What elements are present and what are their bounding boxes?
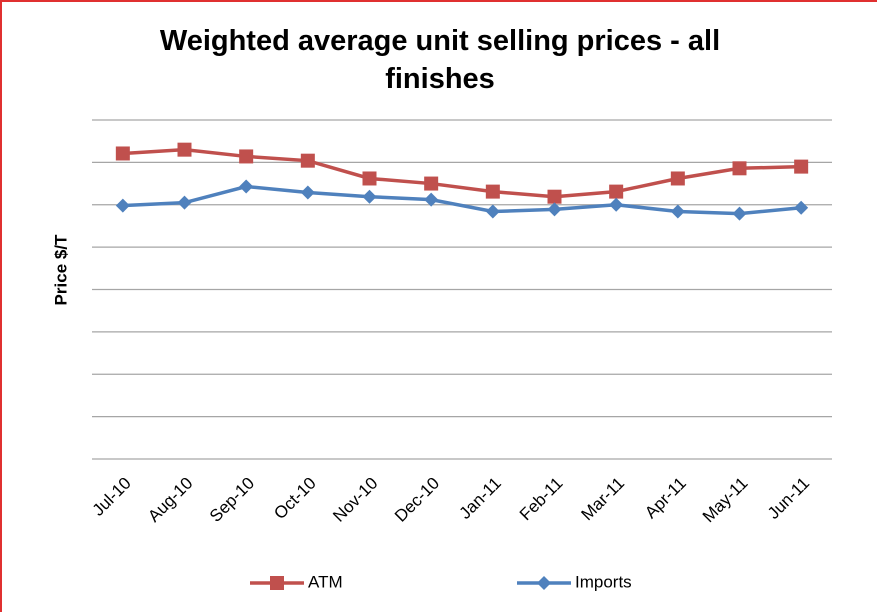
data-point bbox=[424, 192, 439, 207]
data-point bbox=[300, 185, 315, 200]
data-point bbox=[794, 200, 809, 215]
data-point bbox=[362, 189, 377, 204]
x-tick-label: Aug-10 bbox=[144, 474, 196, 526]
data-point bbox=[300, 153, 315, 168]
series-line bbox=[122, 184, 802, 216]
x-tick-label: Oct-10 bbox=[270, 474, 320, 524]
data-point bbox=[362, 171, 377, 186]
data-point bbox=[609, 197, 624, 212]
data-point bbox=[670, 171, 685, 186]
data-point bbox=[547, 189, 562, 204]
legend-label: ATM bbox=[308, 572, 343, 591]
data-point bbox=[547, 202, 562, 217]
data-point bbox=[609, 184, 624, 199]
x-tick-label: May-11 bbox=[699, 474, 752, 527]
y-axis-label: Price $/T bbox=[51, 234, 70, 305]
x-tick-label: Jan-11 bbox=[456, 474, 505, 523]
x-tick-label: Apr-11 bbox=[641, 474, 690, 523]
data-point bbox=[670, 204, 685, 219]
x-tick-label: Sep-10 bbox=[206, 474, 258, 526]
data-point bbox=[239, 179, 254, 194]
x-tick-label: Jul-10 bbox=[89, 474, 135, 520]
data-point bbox=[732, 161, 747, 176]
data-point bbox=[115, 146, 130, 161]
x-tick-label: Jun-11 bbox=[764, 474, 813, 523]
x-tick-label: Dec-10 bbox=[391, 474, 443, 526]
legend-marker bbox=[270, 576, 284, 590]
data-point bbox=[485, 204, 500, 219]
data-point bbox=[177, 195, 192, 210]
data-point bbox=[485, 184, 500, 199]
data-point bbox=[794, 159, 809, 174]
series-line bbox=[122, 147, 802, 199]
data-point bbox=[732, 206, 747, 221]
legend-label: Imports bbox=[575, 572, 632, 591]
data-point bbox=[177, 142, 192, 157]
data-point bbox=[424, 176, 439, 191]
x-tick-label: Feb-11 bbox=[516, 474, 567, 525]
x-tick-label: Nov-10 bbox=[329, 474, 381, 526]
data-point bbox=[239, 149, 254, 164]
legend-marker bbox=[537, 576, 551, 590]
chart-title: Weighted average unit selling prices - a… bbox=[159, 25, 721, 95]
x-tick-label: Mar-11 bbox=[578, 474, 629, 525]
data-point bbox=[115, 198, 130, 213]
